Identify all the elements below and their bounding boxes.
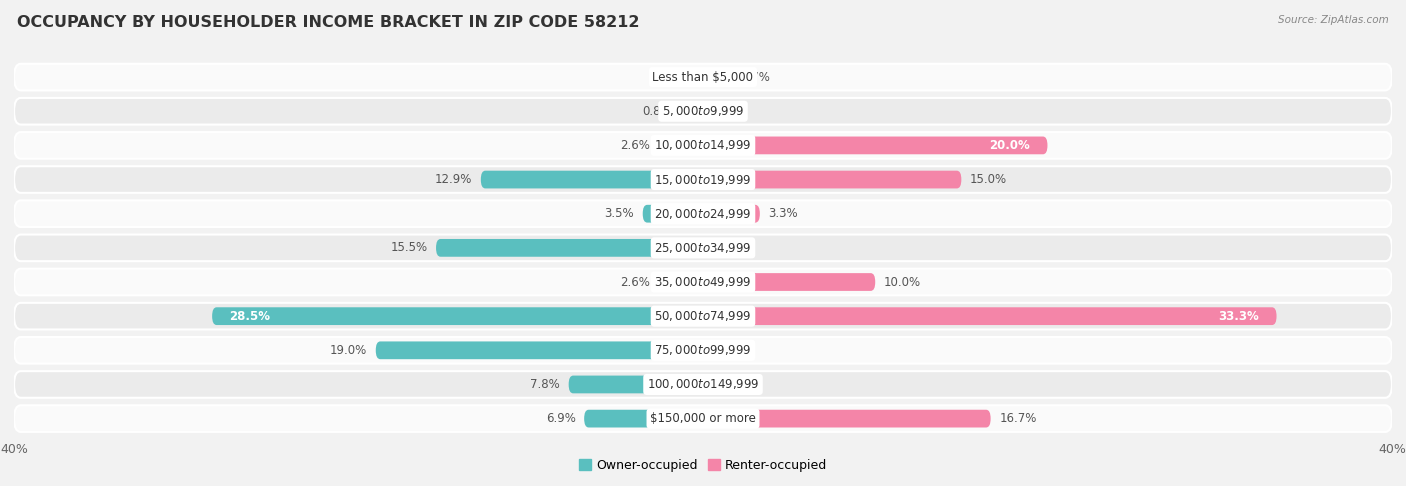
FancyBboxPatch shape: [703, 410, 991, 428]
FancyBboxPatch shape: [658, 273, 703, 291]
Text: Less than $5,000: Less than $5,000: [652, 70, 754, 84]
Text: 3.3%: 3.3%: [769, 207, 799, 220]
Text: $150,000 or more: $150,000 or more: [650, 412, 756, 425]
Text: 2.6%: 2.6%: [620, 139, 650, 152]
Text: 0.0%: 0.0%: [711, 242, 741, 254]
Text: 2.6%: 2.6%: [620, 276, 650, 289]
FancyBboxPatch shape: [703, 205, 759, 223]
Text: $20,000 to $24,999: $20,000 to $24,999: [654, 207, 752, 221]
Text: 15.5%: 15.5%: [391, 242, 427, 254]
Text: 12.9%: 12.9%: [434, 173, 472, 186]
FancyBboxPatch shape: [14, 200, 1392, 227]
FancyBboxPatch shape: [481, 171, 703, 189]
Legend: Owner-occupied, Renter-occupied: Owner-occupied, Renter-occupied: [574, 453, 832, 477]
Text: $25,000 to $34,999: $25,000 to $34,999: [654, 241, 752, 255]
FancyBboxPatch shape: [703, 307, 1277, 325]
Text: 19.0%: 19.0%: [330, 344, 367, 357]
Text: $50,000 to $74,999: $50,000 to $74,999: [654, 309, 752, 323]
FancyBboxPatch shape: [14, 235, 1392, 261]
FancyBboxPatch shape: [583, 410, 703, 428]
FancyBboxPatch shape: [703, 273, 875, 291]
FancyBboxPatch shape: [14, 166, 1392, 193]
Text: 7.8%: 7.8%: [530, 378, 560, 391]
FancyBboxPatch shape: [703, 137, 1047, 154]
FancyBboxPatch shape: [658, 137, 703, 154]
Text: 28.5%: 28.5%: [229, 310, 270, 323]
Text: 0.0%: 0.0%: [665, 70, 695, 84]
FancyBboxPatch shape: [14, 405, 1392, 432]
Text: 0.0%: 0.0%: [711, 378, 741, 391]
Text: 6.9%: 6.9%: [546, 412, 575, 425]
Text: $100,000 to $149,999: $100,000 to $149,999: [647, 378, 759, 391]
FancyBboxPatch shape: [14, 64, 1392, 90]
FancyBboxPatch shape: [436, 239, 703, 257]
FancyBboxPatch shape: [688, 103, 703, 120]
FancyBboxPatch shape: [703, 68, 733, 86]
Text: $10,000 to $14,999: $10,000 to $14,999: [654, 139, 752, 153]
Text: 0.0%: 0.0%: [711, 344, 741, 357]
FancyBboxPatch shape: [568, 376, 703, 393]
FancyBboxPatch shape: [14, 303, 1392, 330]
Text: $15,000 to $19,999: $15,000 to $19,999: [654, 173, 752, 187]
FancyBboxPatch shape: [375, 342, 703, 359]
Text: $35,000 to $49,999: $35,000 to $49,999: [654, 275, 752, 289]
FancyBboxPatch shape: [14, 132, 1392, 159]
FancyBboxPatch shape: [14, 337, 1392, 364]
Text: $5,000 to $9,999: $5,000 to $9,999: [662, 104, 744, 118]
FancyBboxPatch shape: [14, 98, 1392, 124]
Text: 0.86%: 0.86%: [643, 105, 679, 118]
FancyBboxPatch shape: [703, 171, 962, 189]
FancyBboxPatch shape: [14, 371, 1392, 398]
Text: 3.5%: 3.5%: [605, 207, 634, 220]
Text: Source: ZipAtlas.com: Source: ZipAtlas.com: [1278, 15, 1389, 25]
Text: 33.3%: 33.3%: [1219, 310, 1260, 323]
Text: 1.7%: 1.7%: [741, 70, 770, 84]
Text: 0.0%: 0.0%: [711, 105, 741, 118]
Text: 16.7%: 16.7%: [1000, 412, 1036, 425]
Text: OCCUPANCY BY HOUSEHOLDER INCOME BRACKET IN ZIP CODE 58212: OCCUPANCY BY HOUSEHOLDER INCOME BRACKET …: [17, 15, 640, 30]
Text: $75,000 to $99,999: $75,000 to $99,999: [654, 343, 752, 357]
FancyBboxPatch shape: [14, 269, 1392, 295]
FancyBboxPatch shape: [212, 307, 703, 325]
FancyBboxPatch shape: [643, 205, 703, 223]
Text: 20.0%: 20.0%: [990, 139, 1031, 152]
Text: 10.0%: 10.0%: [884, 276, 921, 289]
Text: 15.0%: 15.0%: [970, 173, 1007, 186]
